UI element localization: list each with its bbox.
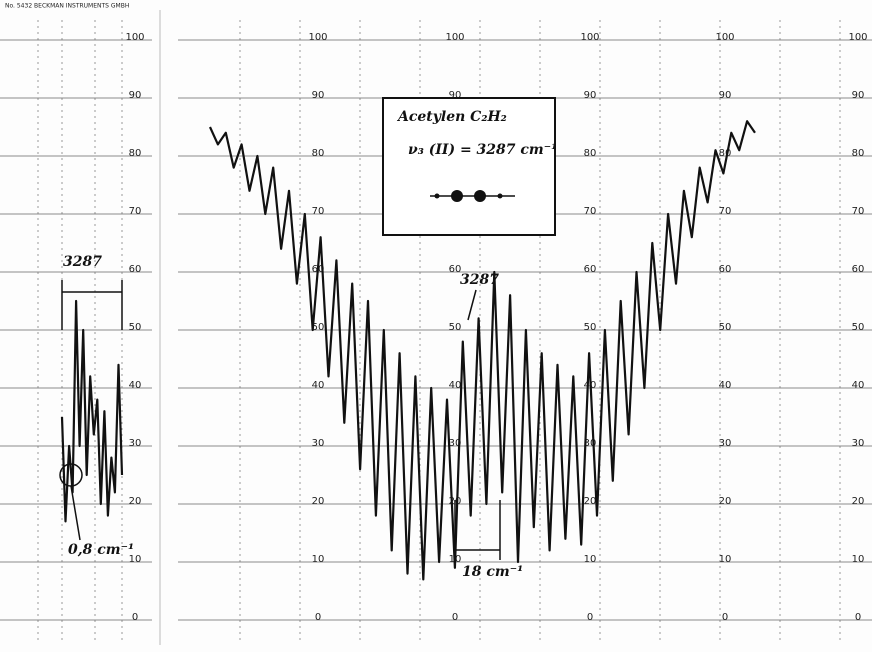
- y-tick-label: 10: [129, 554, 142, 565]
- y-tick-label: 30: [312, 438, 325, 449]
- y-tick-label: 20: [719, 496, 732, 507]
- y-tick-label: 0: [315, 612, 321, 623]
- y-tick-label: 20: [584, 496, 597, 507]
- y-tick-label: 40: [852, 380, 865, 391]
- y-tick-label: 60: [449, 264, 462, 275]
- y-tick-label: 50: [719, 322, 732, 333]
- y-tick-label: 50: [584, 322, 597, 333]
- y-tick-label: 30: [449, 438, 462, 449]
- y-tick-label: 60: [129, 264, 142, 275]
- y-tick-label: 80: [852, 148, 865, 159]
- y-tick-label: 10: [852, 554, 865, 565]
- annotation: ν₃ (II) = 3287 cm⁻¹: [408, 142, 557, 158]
- y-tick-label: 40: [129, 380, 142, 391]
- annotation-box: [382, 97, 556, 236]
- y-tick-label: 20: [129, 496, 142, 507]
- y-tick-label: 60: [852, 264, 865, 275]
- hand-markings: [59, 280, 501, 560]
- y-tick-label: 50: [852, 322, 865, 333]
- y-tick-label: 70: [312, 206, 325, 217]
- y-tick-label: 90: [312, 90, 325, 101]
- y-tick-label: 20: [312, 496, 325, 507]
- y-tick-label: 80: [312, 148, 325, 159]
- annotation: 0,8 cm⁻¹: [68, 542, 134, 558]
- spectrum-trace: [208, 120, 756, 581]
- y-tick-label: 100: [580, 32, 599, 43]
- y-tick-label: 90: [129, 90, 142, 101]
- y-tick-label: 100: [125, 32, 144, 43]
- y-tick-label: 40: [449, 380, 462, 391]
- y-tick-label: 90: [584, 90, 597, 101]
- y-tick-label: 50: [449, 322, 462, 333]
- y-tick-label: 80: [129, 148, 142, 159]
- y-tick-label: 50: [129, 322, 142, 333]
- y-tick-label: 40: [719, 380, 732, 391]
- y-tick-label: 20: [852, 496, 865, 507]
- y-tick-label: 100: [308, 32, 327, 43]
- y-tick-label: 100: [715, 32, 734, 43]
- y-tick-label: 90: [449, 90, 462, 101]
- y-tick-label: 0: [722, 612, 728, 623]
- y-tick-label: 30: [584, 438, 597, 449]
- y-tick-label: 10: [312, 554, 325, 565]
- y-tick-label: 10: [584, 554, 597, 565]
- annotation: Acetylen C₂H₂: [396, 109, 507, 125]
- y-tick-label: 10: [719, 554, 732, 565]
- y-tick-label: 70: [584, 206, 597, 217]
- y-tick-label: 40: [312, 380, 325, 391]
- y-tick-label: 70: [852, 206, 865, 217]
- header: No. 5432 BECKMAN INSTRUMENTS GMBH: [5, 3, 129, 10]
- annotation: 3287: [63, 254, 102, 270]
- y-tick-label: 30: [852, 438, 865, 449]
- y-tick-label: 60: [584, 264, 597, 275]
- annotation: 18 cm⁻¹: [462, 564, 523, 580]
- y-tick-label: 30: [129, 438, 142, 449]
- y-tick-label: 0: [587, 612, 593, 623]
- y-tick-label: 60: [719, 264, 732, 275]
- y-tick-label: 70: [129, 206, 142, 217]
- y-tick-label: 80: [584, 148, 597, 159]
- y-tick-label: 90: [719, 90, 732, 101]
- y-tick-label: 100: [848, 32, 867, 43]
- y-tick-label: 0: [855, 612, 861, 623]
- y-tick-label: 70: [719, 206, 732, 217]
- y-tick-label: 30: [719, 438, 732, 449]
- y-tick-label: 80: [719, 148, 732, 159]
- y-tick-label: 90: [852, 90, 865, 101]
- spectrum-trace: [60, 299, 124, 523]
- y-tick-label: 0: [132, 612, 138, 623]
- y-tick-label: 0: [452, 612, 458, 623]
- annotation: 3287: [460, 272, 499, 288]
- y-tick-label: 50: [312, 322, 325, 333]
- y-tick-label: 100: [445, 32, 464, 43]
